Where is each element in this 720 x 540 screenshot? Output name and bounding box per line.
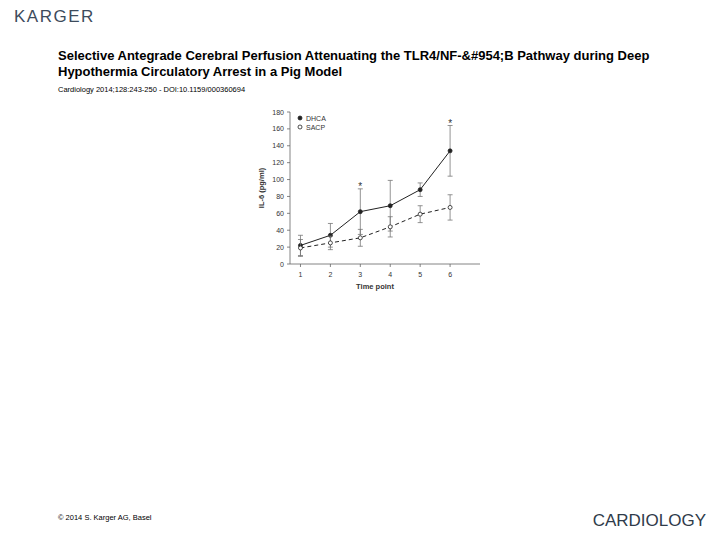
y-tick-label: 100 [272,176,284,183]
legend-label: SACP [306,124,325,131]
point [388,204,392,208]
point [298,246,302,250]
y-tick [287,179,290,180]
x-tick-label: 6 [448,271,452,278]
y-tick [287,247,290,248]
x-tick [420,264,421,267]
y-tick-label: 60 [276,210,284,217]
copyright: © 2014 S. Karger AG, Basel [58,513,152,522]
x-tick [390,264,391,267]
point [328,241,332,245]
x-tick-label: 1 [299,271,303,278]
chart: 0 20 40 60 80 100 120 140 160 180 1 2 3 4 5 6 Time point… [257,109,480,292]
y-tick [287,196,290,197]
legend-entry: DHCA [298,115,326,122]
y-tick-label: 0 [280,261,284,268]
error-bar [388,217,393,237]
error-bar [328,223,333,247]
y-tick [287,230,290,231]
y-tick [287,162,290,163]
error-bar [298,235,303,255]
y-axis-label: IL-6 (pg/ml) [257,167,266,208]
series-line [300,207,450,248]
title: Selective Antegrade Cerebral Perfusion A… [58,48,649,79]
x-tick-label: 3 [358,271,362,278]
error-bar [298,240,303,257]
y-tick [287,128,290,129]
x-tick [300,264,301,267]
y-tick-label: 140 [272,142,284,149]
error-bar [328,236,333,250]
y-tick-label: 160 [272,125,284,132]
y-tick [287,264,290,265]
error-bar [358,229,363,246]
journal-logo: CARDIOLOGY [593,511,706,530]
y-tick [287,112,290,113]
point [358,236,362,240]
x-axis [290,264,480,265]
x-axis-label: Time point [356,282,394,291]
y-tick-label: 180 [272,109,284,116]
point [448,205,452,209]
error-bar [448,126,453,177]
point [418,188,422,192]
legend-entry: SACP [298,124,325,131]
x-tick-label: 5 [418,271,422,278]
legend-label: DHCA [306,115,326,122]
y-tick-label: 20 [276,244,284,251]
x-tick-label: 4 [388,271,392,278]
point [358,210,362,214]
x-tick [360,264,361,267]
point [418,212,422,216]
error-bar [418,183,423,197]
y-tick-label: 80 [276,193,284,200]
x-tick [330,264,331,267]
significance-mark: * [358,181,362,192]
x-tick [450,264,451,267]
y-tick-label: 120 [272,159,284,166]
error-bar [418,206,423,223]
plot-area [298,126,453,257]
point [448,149,452,153]
publisher-logo: KARGER [14,7,95,26]
error-bar [358,189,363,235]
y-tick-label: 40 [276,227,284,234]
series-line [300,151,450,246]
y-tick [287,145,290,146]
y-axis [290,112,291,264]
page: KARGER Selective Antegrade Cerebral Perfu… [0,0,720,540]
point [388,225,392,229]
x-tick-label: 2 [328,271,332,278]
significance-mark: * [448,118,452,129]
y-tick [287,213,290,214]
error-bar [448,195,453,220]
citation: Cardiology 2014;128:243-250 - DOI:10.115… [58,85,245,94]
